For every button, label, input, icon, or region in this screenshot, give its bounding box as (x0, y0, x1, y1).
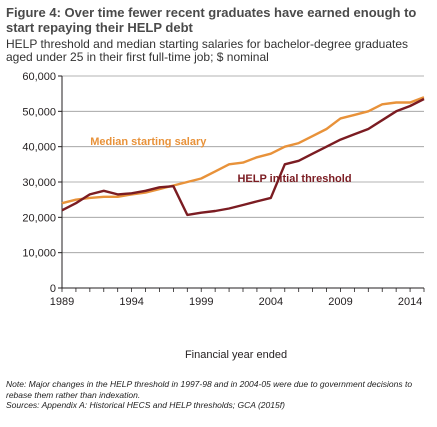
series-lines (61, 96, 425, 217)
series-label: HELP initial threshold (237, 173, 351, 185)
y-axis-ticks: 0 10,000 20,000 30,000 40,000 50,000 60,000 (22, 71, 62, 295)
chart-subtitle: HELP threshold and median starting salar… (6, 37, 409, 64)
y-tick-label: 60,000 (22, 71, 56, 83)
note-text: Note: Major changes in the HELP threshol… (6, 379, 413, 400)
y-tick-label: 0 (50, 283, 56, 295)
y-tick-label: 40,000 (22, 142, 56, 154)
y-tick-label: 30,000 (22, 177, 56, 189)
x-tick-label: 1989 (50, 296, 74, 308)
chart-title: Figure 4: Over time fewer recent graduat… (6, 5, 417, 35)
x-tick-label: 2014 (398, 296, 422, 308)
series-label: Median starting salary (90, 136, 207, 148)
gridlines (62, 75, 424, 254)
y-tick-label: 10,000 (22, 248, 56, 260)
sources-text: Sources: Appendix A: Historical HECS and… (6, 400, 285, 410)
x-tick-label: 2009 (328, 296, 352, 308)
chart-notes: Note: Major changes in the HELP threshol… (6, 379, 434, 411)
x-axis-label: Financial year ended (185, 349, 287, 361)
x-tick-label: 1994 (119, 296, 143, 308)
x-tick-label: 2004 (259, 296, 283, 308)
series-line-median-starting-salary (61, 96, 425, 205)
series-line-help-initial-threshold (61, 97, 425, 217)
series-labels: Median starting salary HELP initial thres… (90, 136, 351, 185)
y-tick-label: 20,000 (22, 212, 56, 224)
x-tick-label: 1999 (189, 296, 213, 308)
y-tick-label: 50,000 (22, 106, 56, 118)
x-axis-ticks: 1989 1994 1999 2004 2009 2014 (50, 288, 425, 308)
